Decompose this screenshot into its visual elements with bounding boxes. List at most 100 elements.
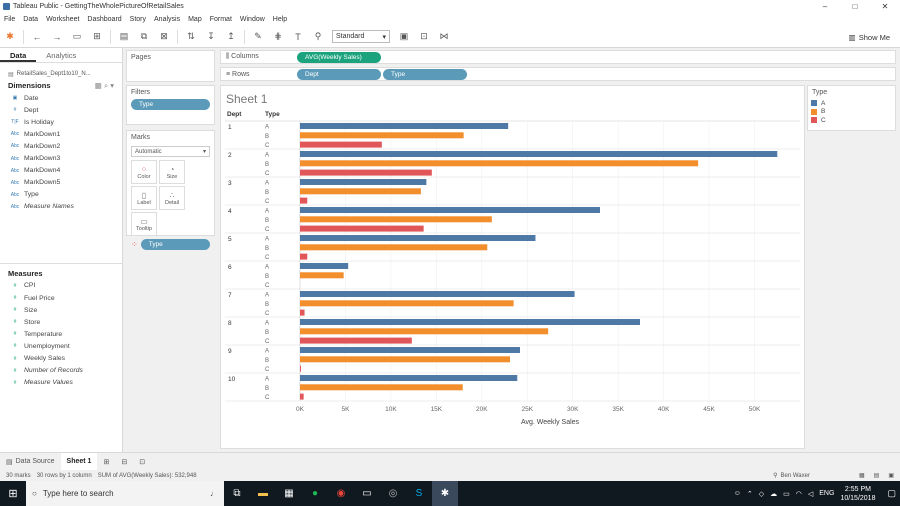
menu-format[interactable]: Format xyxy=(209,16,232,23)
field-cpi[interactable]: # CPI xyxy=(0,280,122,292)
new-dashboard-tab-icon[interactable]: ⊟ xyxy=(121,458,128,466)
notifications-icon[interactable]: ▢ xyxy=(887,488,896,498)
field-markdown2[interactable]: Abc MarkDown2 xyxy=(0,140,122,152)
people-icon[interactable]: ☺ xyxy=(733,490,741,497)
view-icon-3[interactable]: ▣ xyxy=(888,473,894,479)
field-measure-names[interactable]: Abc Measure Names xyxy=(0,201,122,213)
file-explorer-icon[interactable]: ▬ xyxy=(258,488,268,499)
tableau-taskbar-icon[interactable]: ✱ xyxy=(432,481,458,506)
menu-data[interactable]: Data xyxy=(23,16,39,23)
tab-data[interactable]: Data xyxy=(0,48,37,62)
legend-item-b[interactable]: B xyxy=(808,108,895,117)
battery-icon[interactable]: ▭ xyxy=(783,490,790,498)
pin-icon[interactable]: ⚲ xyxy=(314,31,322,41)
rows-pill-type[interactable]: Type xyxy=(383,68,467,80)
volume-icon[interactable]: ◁ xyxy=(807,490,814,498)
rows-shelf[interactable]: ≡ Rows Dept Type xyxy=(220,67,896,81)
minimize-button[interactable]: – xyxy=(822,2,828,11)
field-weekly-sales[interactable]: # Weekly Sales xyxy=(0,353,122,365)
detail-button[interactable]: ∴ Detail xyxy=(159,186,185,210)
wifi-icon[interactable]: ◠ xyxy=(795,490,802,498)
menu-dashboard[interactable]: Dashboard xyxy=(87,16,122,23)
field-markdown5[interactable]: Abc MarkDown5 xyxy=(0,177,122,189)
clear-sheet-icon[interactable]: ⊠ xyxy=(160,31,168,41)
field-number-of-records[interactable]: # Number of Records xyxy=(0,365,122,377)
rows-pill-dept[interactable]: Dept xyxy=(297,68,381,80)
color-pill-type[interactable]: Type xyxy=(140,239,210,250)
spotify-icon[interactable]: ● xyxy=(311,488,319,499)
columns-pill-avg-weekly-sales[interactable]: AVG(Weekly Sales) xyxy=(297,51,381,63)
menu-analysis[interactable]: Analysis xyxy=(154,16,181,23)
datasource-item[interactable]: ▤ RetailSales_Dept1to10_N... xyxy=(0,63,122,79)
sort-ascending-icon[interactable]: ↧ xyxy=(207,31,215,41)
menu-worksheet[interactable]: Worksheet xyxy=(46,16,80,23)
cloud-icon[interactable]: ☁ xyxy=(770,490,778,498)
filters-card[interactable]: Filters Type xyxy=(126,85,215,125)
fit-dropdown[interactable]: Standard ▾ xyxy=(332,30,390,43)
dropbox-icon[interactable]: ◇ xyxy=(758,490,765,498)
presentation-icon[interactable]: ▣ xyxy=(399,31,409,41)
legend-item-c[interactable]: C xyxy=(808,116,895,125)
highlight-icon[interactable]: ✎ xyxy=(254,31,262,41)
field-markdown4[interactable]: Abc MarkDown4 xyxy=(0,165,122,177)
new-worksheet-tab-icon[interactable]: ⊞ xyxy=(103,458,110,466)
color-button[interactable]: ⁘ Color xyxy=(131,160,157,184)
label-button[interactable]: ▯ Label xyxy=(131,186,157,210)
sheet-title[interactable]: Sheet 1 xyxy=(226,92,268,106)
undo-icon[interactable]: ← xyxy=(32,31,42,42)
calculator-icon[interactable]: ▦ xyxy=(284,488,294,499)
tab-data-source[interactable]: ▤ Data Source xyxy=(0,453,61,471)
user-name[interactable]: Ben Waxer xyxy=(780,472,810,479)
menu-help[interactable]: Help xyxy=(272,16,288,23)
legend-item-a[interactable]: A xyxy=(808,99,895,108)
task-view-icon[interactable]: ⧉ xyxy=(233,488,241,499)
labels-icon[interactable]: T xyxy=(295,31,301,42)
menu-window[interactable]: Window xyxy=(239,16,265,23)
tooltip-toggle-icon[interactable]: ⊡ xyxy=(420,31,428,41)
field-unemployment[interactable]: # Unemployment xyxy=(0,340,122,352)
skype-icon[interactable]: S xyxy=(415,488,423,499)
show-me-button[interactable]: ▥ Show Me xyxy=(849,30,890,44)
app-icon[interactable]: ◎ xyxy=(388,488,398,499)
field-size[interactable]: # Size xyxy=(0,304,122,316)
menu-file[interactable]: File xyxy=(4,16,16,23)
menu-story[interactable]: Story xyxy=(129,16,147,23)
maximize-button[interactable]: □ xyxy=(852,2,858,11)
field-fuel-price[interactable]: # Fuel Price xyxy=(0,292,122,304)
field-is-holiday[interactable]: T|F Is Holiday xyxy=(0,116,122,128)
field-type[interactable]: Abc Type xyxy=(0,189,122,201)
tooltip-button[interactable]: ▭ Tooltip xyxy=(131,212,157,236)
tab-sheet-1[interactable]: Sheet 1 xyxy=(60,452,98,471)
field-store[interactable]: # Store xyxy=(0,316,122,328)
terminal-icon[interactable]: ▭ xyxy=(362,488,372,499)
chrome-icon[interactable]: ◉ xyxy=(336,488,346,499)
field-measure-values[interactable]: # Measure Values xyxy=(0,377,122,389)
taskbar-search[interactable]: ○ Type here to search ♩ xyxy=(26,481,224,506)
tableau-logo-icon[interactable]: ✱ xyxy=(6,31,14,41)
view-icon[interactable]: ▦ xyxy=(858,473,865,479)
field-markdown3[interactable]: Abc MarkDown3 xyxy=(0,152,122,164)
new-datasource-icon[interactable]: ⊞ xyxy=(93,31,101,41)
duplicate-sheet-icon[interactable]: ⧉ xyxy=(140,31,148,41)
close-button[interactable]: ✕ xyxy=(881,2,889,11)
language-indicator[interactable]: ENG xyxy=(819,490,835,497)
new-worksheet-icon[interactable]: ▤ xyxy=(119,31,129,41)
view-icon-2[interactable]: ▤ xyxy=(873,473,880,479)
columns-shelf[interactable]: ⫼ Columns AVG(Weekly Sales) xyxy=(220,50,896,64)
save-icon[interactable]: ▭ xyxy=(72,31,82,41)
redo-icon[interactable]: → xyxy=(52,31,62,42)
clock[interactable]: 2:55 PM 10/15/2018 xyxy=(840,485,875,503)
sort-descending-icon[interactable]: ↥ xyxy=(227,31,235,41)
field-dept[interactable]: # Dept xyxy=(0,104,122,116)
mark-type-dropdown[interactable]: Automatic ▾ xyxy=(131,146,210,157)
filter-pill-type[interactable]: Type xyxy=(131,99,210,110)
swap-icon[interactable]: ⇅ xyxy=(187,31,195,41)
menu-map[interactable]: Map xyxy=(188,16,202,23)
size-button[interactable]: ◔ Size xyxy=(159,160,185,184)
pages-card[interactable]: Pages xyxy=(126,50,215,82)
group-icon[interactable]: ⋕ xyxy=(274,31,282,41)
field-date[interactable]: ▣ Date xyxy=(0,92,122,104)
field-markdown1[interactable]: Abc MarkDown1 xyxy=(0,128,122,140)
field-temperature[interactable]: # Temperature xyxy=(0,328,122,340)
